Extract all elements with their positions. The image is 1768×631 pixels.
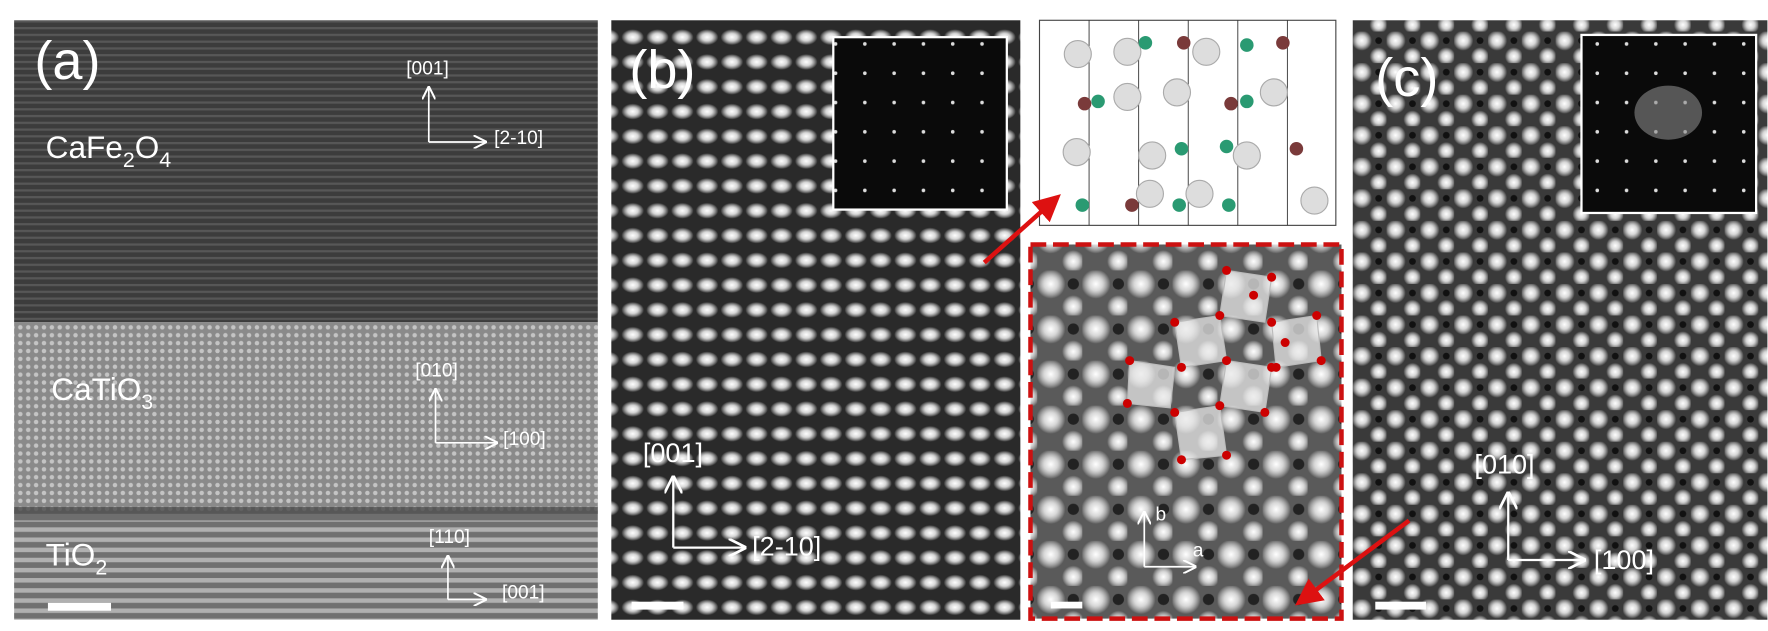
image-region [14,520,598,620]
text: TiO [46,537,96,573]
panel-label: (a) [34,31,100,91]
text: CaTiO [51,371,141,407]
axis-label: [001] [502,582,545,603]
axis-label: [100] [503,429,546,450]
axes [1144,513,1195,567]
axis-label: [2-10] [494,128,543,149]
subscript: 4 [159,148,171,172]
panel-label: (c) [1375,48,1438,108]
axis-label: [2-10] [752,532,821,562]
axes [1508,494,1583,560]
axis-label: b [1156,505,1167,526]
panel-c: (c) [010] [100] [1295,20,1768,620]
layer-label: CaTiO3 [51,371,153,414]
axes [429,88,497,600]
axis-label: [001] [406,58,449,79]
image-region [14,20,598,323]
image-region [14,322,598,514]
subscript: 3 [141,390,153,414]
atoms [1062,36,1329,215]
oxygen-atoms [1122,265,1326,465]
axis-label: [110] [429,527,470,548]
arrow [982,194,1061,265]
fft-center [1634,85,1703,140]
fft-inset [832,36,1008,211]
scale-bar [631,601,684,610]
scale-bar [47,602,112,611]
scale-bar [1375,601,1426,610]
layer-label: TiO2 [46,537,108,580]
panel-b: (b) [001] [2-10] b a [611,19,1344,621]
text: O [135,129,160,165]
axis-label: [100] [1594,545,1654,575]
panel-a: (a) CaFe2O4 CaTiO3 TiO2 [001] [2-10] [01… [14,20,598,620]
layer-label: CaFe2O4 [46,129,172,172]
scale-bar [1050,601,1083,609]
interface [14,507,598,521]
axis-label: a [1193,541,1204,562]
axis-label: [010] [415,360,458,381]
arrow [1295,518,1411,606]
text: CaFe [46,129,123,165]
axis-label: [001] [643,438,703,468]
subscript: 2 [95,556,107,580]
axis-label: [010] [1474,449,1534,479]
axes [673,478,744,548]
subscript: 2 [123,148,135,172]
panel-label: (b) [629,40,695,100]
